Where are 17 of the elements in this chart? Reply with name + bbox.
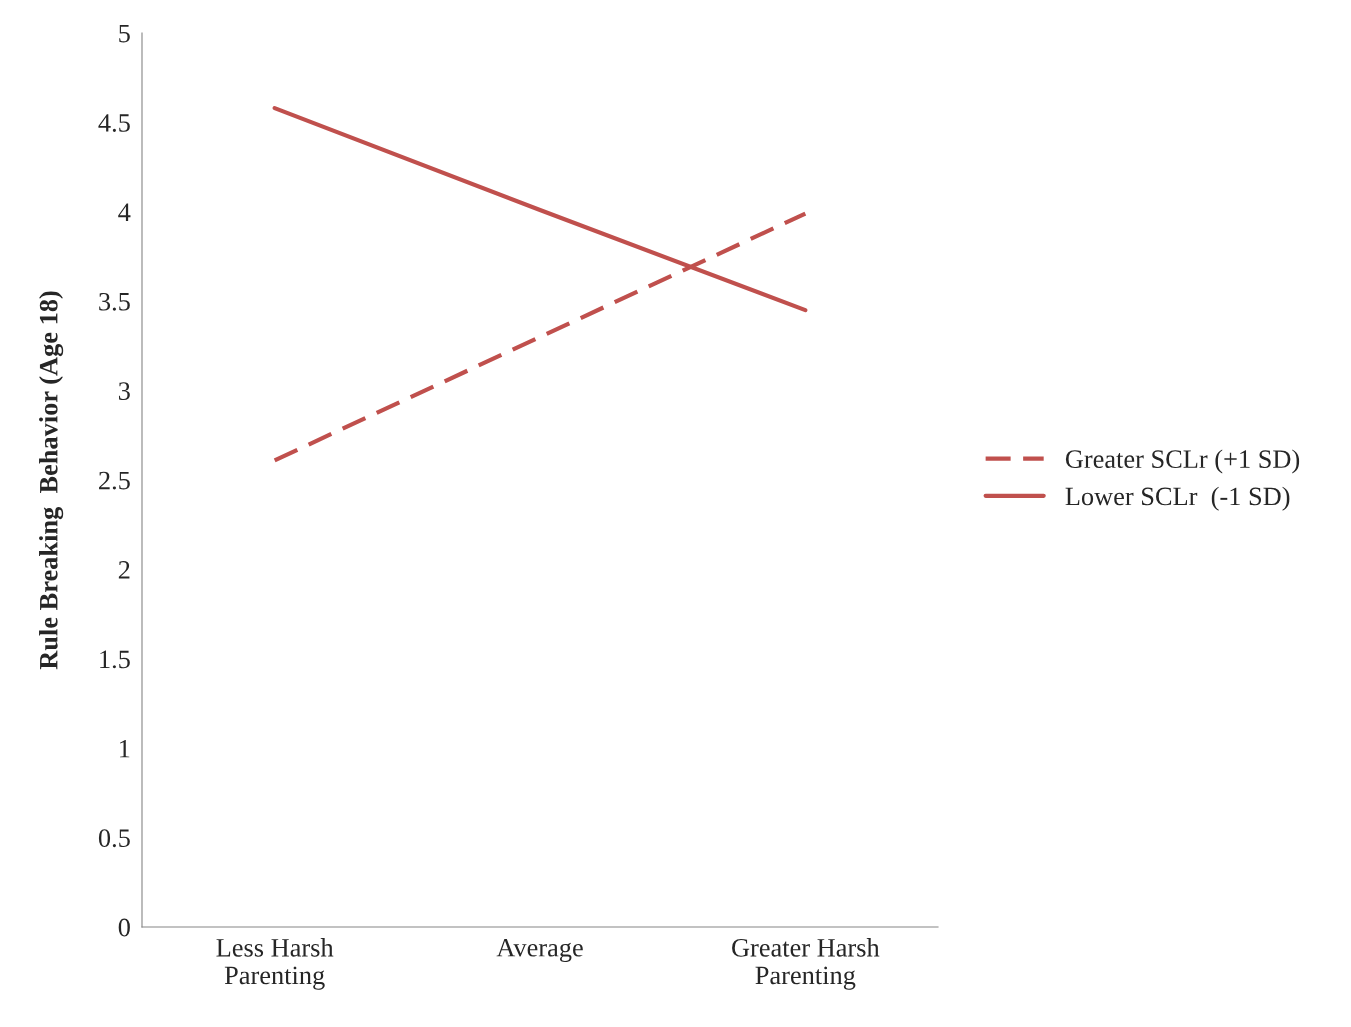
y-tick-label: 1.5 — [100, 650, 130, 669]
legend-label: Lower SCLr (-1 SD) — [1065, 486, 1290, 511]
x-tick-label: Less Harsh Parenting — [216, 938, 334, 990]
y-tick-label: 2 — [118, 561, 130, 579]
x-tick-label: Greater Harsh Parenting — [732, 938, 880, 990]
y-tick-label: 3.5 — [99, 292, 130, 311]
y-axis-title: Rule Breaking Behavior (Age 18) — [39, 291, 64, 670]
legend-label: Greater SCLr (+1 SD) — [1065, 449, 1300, 474]
y-tick-label: 4.5 — [98, 114, 130, 132]
y-tick-label: 0.5 — [98, 829, 130, 848]
y-tick-label: 2.5 — [99, 471, 130, 490]
y-tick-label: 5 — [119, 24, 130, 43]
y-tick-label: 3 — [118, 382, 130, 401]
y-tick-label: 4 — [118, 203, 131, 221]
y-tick-label: 1 — [120, 739, 130, 758]
y-tick-label: 0 — [118, 918, 130, 937]
x-tick-label: Average — [496, 938, 583, 963]
